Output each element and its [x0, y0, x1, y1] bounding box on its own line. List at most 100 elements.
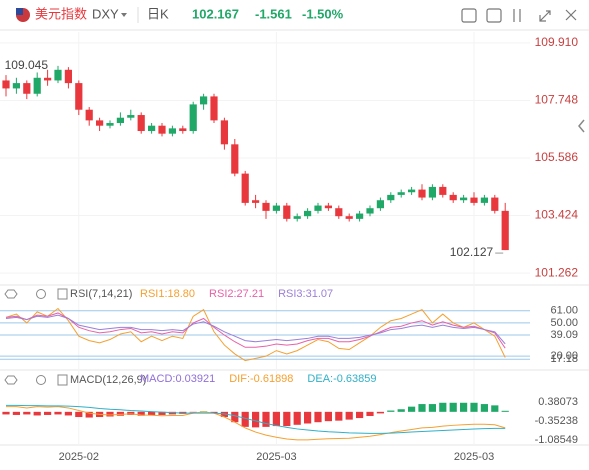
candle-body — [200, 96, 208, 105]
macd-bar — [470, 402, 478, 412]
candle-body — [428, 186, 436, 198]
macd-bar — [137, 411, 145, 416]
macd-bar — [418, 404, 426, 412]
y-tick-label: -1.08549 — [535, 434, 578, 446]
candle-body — [335, 208, 343, 217]
candle-body — [345, 216, 353, 219]
macd-bar — [428, 404, 436, 412]
menu-icon[interactable] — [57, 374, 68, 386]
candle-body — [158, 125, 166, 134]
candle-body — [418, 189, 426, 198]
candle-body — [23, 83, 31, 94]
candle-body — [168, 128, 176, 134]
macd-bar — [460, 402, 468, 412]
macd-bar — [54, 411, 62, 415]
macd-bar — [480, 404, 488, 412]
kline-type-button[interactable] — [513, 9, 521, 22]
flag-icon-canton — [16, 8, 23, 15]
symbol-code[interactable]: DXY — [92, 6, 119, 21]
macd-bar — [314, 411, 322, 423]
macd-bar — [189, 411, 197, 413]
y-tick-label: 50.00 — [550, 317, 578, 329]
settings-icon[interactable] — [36, 375, 46, 385]
macd-bar — [116, 411, 124, 416]
draw-button[interactable] — [486, 8, 502, 23]
candle-body — [470, 197, 478, 203]
macd-bar — [44, 411, 52, 415]
period[interactable]: 日K — [147, 6, 169, 21]
fullscreen-button[interactable] — [539, 10, 551, 22]
candle-body — [44, 77, 52, 81]
rsi-legend: RSI(7,14,21) — [4, 288, 132, 300]
candle-body — [54, 69, 62, 81]
candle-body — [449, 194, 457, 201]
hide-icon[interactable] — [4, 375, 18, 385]
candle-body — [501, 210, 509, 251]
macd-bar — [106, 411, 114, 417]
macd-bar — [324, 411, 332, 422]
indicator-line — [5, 314, 506, 345]
dropdown-arrow[interactable] — [121, 13, 127, 17]
y-tick-label: 103.424 — [535, 208, 579, 222]
indicator-button[interactable] — [461, 8, 477, 23]
close-button[interactable] — [565, 9, 577, 21]
macd-bar — [75, 411, 83, 418]
hide-icon[interactable] — [4, 289, 18, 299]
macd-bar — [366, 411, 374, 416]
macd-bar — [304, 411, 312, 424]
y-tick-label: 101.262 — [535, 265, 579, 279]
candle-body — [272, 205, 280, 211]
high-price-label: 109.045 — [5, 58, 49, 72]
legend-entry: RSI3:31.07 — [278, 288, 333, 300]
y-tick-label: 105.586 — [535, 150, 579, 164]
macd-bar — [408, 406, 416, 412]
candle-body — [148, 125, 156, 132]
price-change-pct: -1.50% — [302, 6, 344, 21]
candle-body — [304, 210, 312, 217]
candle-body — [33, 77, 41, 94]
rsi-title: RSI(7,14,21) — [70, 288, 132, 300]
x-tick-label: 2025-03 — [256, 451, 296, 463]
macd-bar — [356, 411, 364, 419]
macd-bar — [376, 411, 384, 414]
menu-icon[interactable] — [57, 288, 68, 300]
x-tick-label: 2025-02 — [59, 451, 99, 463]
candle-body — [116, 117, 124, 124]
last-price: 102.167 — [192, 6, 239, 21]
symbol-name[interactable]: 美元指数 — [35, 6, 87, 21]
header: 美元指数 DXY 日K 102.167 -1.561 -1.50% — [16, 6, 577, 23]
candle-body — [75, 83, 83, 110]
macd-bar — [23, 411, 31, 415]
macd-bar — [397, 409, 405, 412]
macd-bar — [127, 411, 135, 415]
candle-body — [12, 83, 20, 89]
candle-body — [491, 197, 499, 211]
candle-body — [293, 216, 301, 219]
candle-body — [460, 197, 468, 201]
macd-bar — [168, 411, 176, 415]
macd-bar — [220, 411, 228, 418]
macd-bar — [283, 411, 291, 427]
x-tick-label: 2025-03 — [454, 451, 494, 463]
macd-bar — [335, 411, 343, 421]
y-tick-label: 61.00 — [550, 305, 578, 317]
legend-entry: RSI1:18.80 — [140, 288, 195, 300]
y-tick-label: 17.18 — [550, 353, 578, 365]
candle-body — [408, 189, 416, 193]
candle-body — [356, 213, 364, 219]
macd-bar — [293, 411, 301, 425]
y-tick-label: 107.748 — [535, 93, 579, 107]
macd-bar — [210, 411, 218, 414]
macd-bar — [148, 411, 156, 416]
toolbar — [461, 8, 577, 23]
side-panel-toggle[interactable] — [578, 119, 585, 133]
legend-entry: DIF:-0.61898 — [229, 373, 293, 385]
indicator-line — [6, 406, 506, 441]
settings-icon[interactable] — [36, 289, 46, 299]
macd-bar — [12, 411, 20, 415]
candle-body — [252, 200, 260, 203]
candle-body — [137, 115, 145, 132]
macd-bar — [158, 411, 166, 415]
macd-bar — [501, 410, 509, 412]
macd-bar — [64, 411, 72, 416]
